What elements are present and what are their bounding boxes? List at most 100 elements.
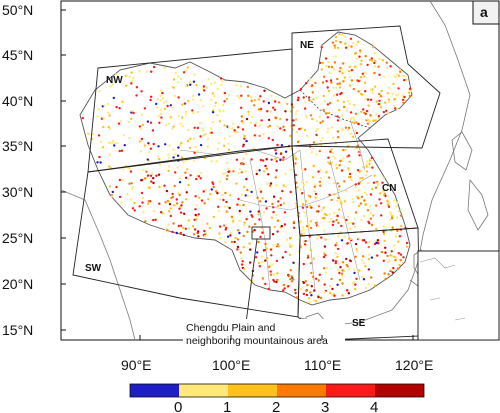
station-dot [158, 185, 161, 189]
station-dot [228, 170, 231, 173]
station-dot [333, 46, 337, 49]
station-dot [101, 146, 105, 149]
station-dot [366, 182, 369, 185]
station-dot [335, 242, 338, 245]
station-dot [338, 82, 341, 85]
station-dot [390, 250, 393, 253]
station-dot [261, 277, 264, 280]
station-dot [328, 285, 332, 288]
station-dot [259, 95, 262, 98]
station-dot [395, 73, 399, 76]
station-dot [152, 210, 156, 213]
station-dot [213, 95, 216, 98]
station-dot [262, 132, 265, 136]
station-dot [172, 156, 175, 159]
station-dot [231, 122, 235, 125]
station-dot [311, 275, 315, 278]
station-dot [369, 217, 372, 220]
station-dot [310, 285, 313, 288]
station-dot [380, 214, 383, 217]
station-dot [115, 105, 118, 109]
station-dot [269, 248, 273, 251]
station-dot [290, 275, 293, 278]
station-dot [187, 99, 190, 103]
station-dot [348, 65, 351, 69]
station-dot [237, 197, 240, 201]
station-dot [172, 125, 175, 128]
colorbar-bin-5 [375, 384, 424, 397]
station-dot [181, 201, 184, 204]
station-dot [299, 220, 303, 223]
station-dot [368, 253, 371, 257]
station-dot [260, 255, 264, 258]
station-dot [181, 116, 184, 119]
station-dot [349, 132, 352, 135]
station-dot [325, 213, 328, 217]
station-dot [244, 194, 247, 197]
station-dot [209, 127, 213, 130]
station-dot [250, 214, 253, 217]
station-dot [302, 183, 305, 187]
station-dot [307, 205, 310, 209]
station-dot [298, 127, 301, 131]
station-dot [107, 125, 110, 129]
station-dot [96, 161, 99, 164]
station-dot [354, 183, 357, 186]
station-dot [180, 211, 183, 214]
station-dot [386, 199, 389, 203]
station-dot [184, 110, 188, 114]
station-dot [108, 127, 112, 130]
station-dot [143, 107, 147, 110]
station-dot [359, 49, 362, 52]
station-dot [328, 111, 331, 115]
station-dot [357, 182, 361, 185]
station-dot [240, 162, 244, 165]
station-dot [364, 203, 367, 207]
station-dot [353, 217, 356, 220]
station-dot [139, 150, 143, 153]
station-dot [193, 126, 196, 129]
station-dot [185, 191, 188, 194]
station-dot [258, 200, 262, 203]
station-dot [202, 134, 205, 137]
station-dot [255, 172, 258, 176]
station-dot [326, 103, 330, 106]
station-dot [314, 192, 318, 196]
station-dot [354, 112, 358, 116]
station-dot [405, 245, 409, 248]
colorbar-bin-0 [130, 384, 179, 397]
station-dot [363, 81, 367, 85]
station-dot [382, 225, 385, 228]
station-dot [400, 224, 403, 228]
colorbar-tick-4: 4 [370, 399, 378, 413]
station-dot [360, 110, 363, 114]
station-dot [327, 89, 330, 93]
station-dot [381, 190, 384, 193]
station-dot [194, 195, 197, 198]
station-dot [358, 170, 361, 174]
station-dot [266, 110, 269, 113]
region-box-nw [87, 48, 293, 173]
station-dot [178, 193, 181, 197]
station-dot [236, 94, 239, 98]
station-dot [203, 89, 206, 92]
station-dot [178, 181, 182, 184]
station-dot [358, 55, 361, 58]
station-dot [267, 118, 271, 122]
station-dot [307, 226, 310, 230]
station-dot [349, 111, 353, 114]
station-dot [229, 234, 232, 237]
station-dot [378, 198, 381, 201]
station-dot [387, 112, 390, 115]
station-dot [180, 156, 184, 159]
station-dot [254, 124, 257, 127]
station-dot [237, 172, 241, 175]
station-dot [197, 175, 201, 178]
station-dot [401, 98, 405, 102]
station-dot [343, 235, 346, 238]
station-dot [111, 139, 115, 143]
station-dot [212, 185, 215, 189]
station-dot [303, 243, 307, 246]
lat-label-30: 30°N [2, 184, 33, 200]
station-dot [184, 176, 188, 179]
